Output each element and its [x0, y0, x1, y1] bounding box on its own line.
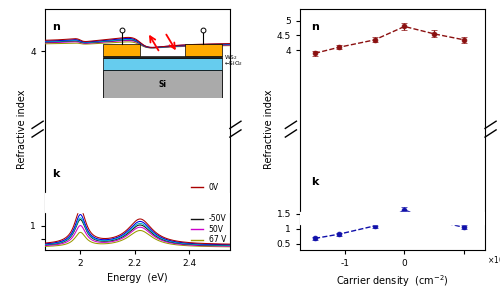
- Legend: 0V, -30V, 30V, -50V, 50V, 67 V: 0V, -30V, 30V, -50V, 50V, 67 V: [190, 181, 228, 246]
- Text: n: n: [311, 22, 319, 32]
- Text: k: k: [52, 169, 60, 179]
- Text: $\times$10$^{13}$: $\times$10$^{13}$: [487, 254, 500, 266]
- Text: n: n: [52, 22, 60, 32]
- Y-axis label: Refractive index: Refractive index: [264, 89, 274, 169]
- Text: k: k: [311, 177, 318, 187]
- Bar: [45, 193, 230, 212]
- X-axis label: Carrier density  (cm$^{-2}$): Carrier density (cm$^{-2}$): [336, 273, 449, 287]
- X-axis label: Energy  (eV): Energy (eV): [107, 273, 168, 283]
- Y-axis label: Refractive index: Refractive index: [18, 89, 28, 169]
- Bar: [300, 212, 485, 224]
